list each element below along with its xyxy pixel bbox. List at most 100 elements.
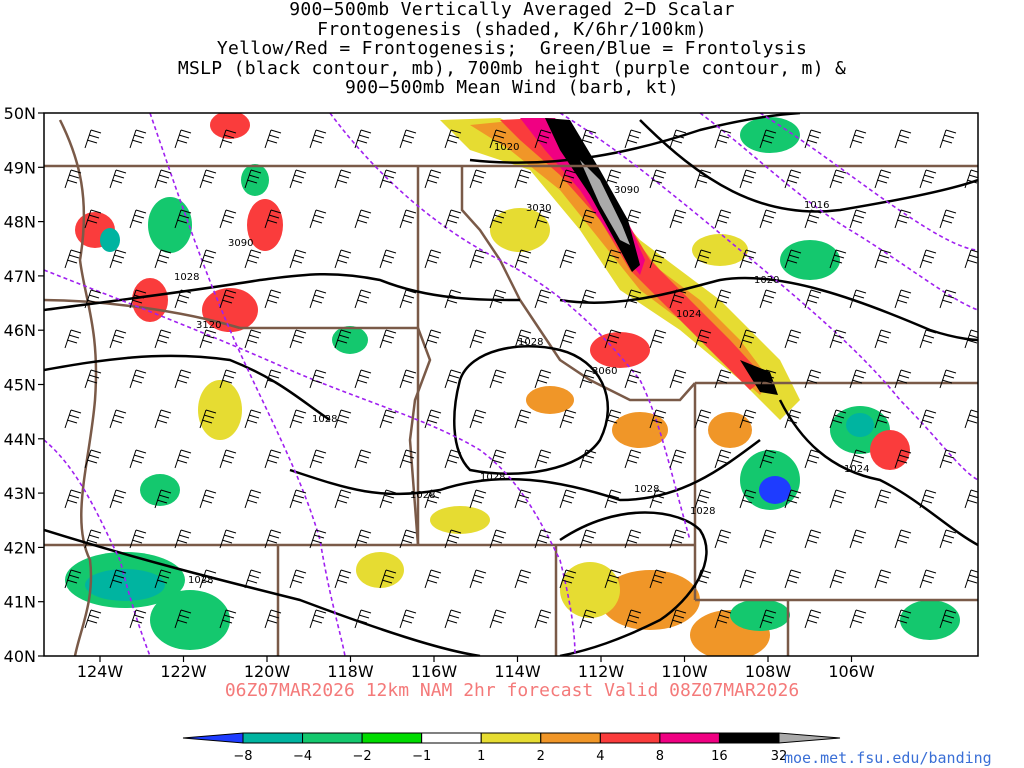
colorbar-segment: [659, 732, 720, 744]
wind-barb: [289, 249, 307, 269]
lon-label: 118W: [327, 662, 374, 681]
wind-barb: [649, 569, 667, 589]
wind-barb: [534, 289, 552, 309]
wind-barb: [469, 489, 487, 509]
lat-label: 43N: [4, 484, 36, 503]
wind-barb: [199, 329, 217, 349]
wind-barb: [354, 209, 372, 229]
wind-barb: [399, 529, 417, 549]
wind-barb: [219, 209, 237, 229]
lat-label: 49N: [4, 158, 36, 177]
wind-barb: [579, 529, 597, 549]
colorbar-label: −4: [293, 749, 312, 764]
wind-barb: [84, 369, 102, 389]
wind-barb: [804, 529, 822, 549]
lon-label: 108W: [745, 662, 792, 681]
wind-barb: [649, 409, 667, 429]
wind-barb: [939, 209, 957, 229]
wind-barb: [154, 569, 172, 589]
mslp-label: 1028: [634, 484, 659, 495]
wind-barb: [264, 129, 282, 149]
wind-barb: [624, 529, 642, 549]
wind-barb: [649, 489, 667, 509]
wind-barb: [804, 369, 822, 389]
wind-barb: [919, 249, 937, 269]
colorbar-segment: [480, 732, 542, 744]
wind-barb: [985, 210, 1001, 228]
wind-barb: [129, 609, 147, 629]
wind-barb: [199, 169, 217, 189]
wind-barb: [939, 449, 957, 469]
colorbar-label: 16: [711, 749, 728, 764]
wind-barb: [874, 409, 892, 429]
wind-barb: [424, 249, 442, 269]
wind-barb: [379, 169, 397, 189]
wind-barb: [354, 369, 372, 389]
wind-barb: [759, 129, 777, 149]
wind-barb: [379, 329, 397, 349]
wind-barb: [399, 369, 417, 389]
wind-barb: [424, 169, 442, 189]
wind-barb: [129, 529, 147, 549]
wind-barb: [894, 289, 912, 309]
wind-barb: [309, 129, 327, 149]
colorbar-label: −8: [233, 749, 252, 764]
lon-label: 114W: [494, 662, 541, 681]
wind-barb: [309, 449, 327, 469]
wind-barb: [849, 609, 867, 629]
wind-barb: [604, 569, 622, 589]
source-credit[interactable]: moe.met.fsu.edu/banding: [784, 749, 992, 767]
wind-barb: [264, 209, 282, 229]
wind-barb: [849, 369, 867, 389]
wind-barb: [604, 249, 622, 269]
wind-barb: [489, 289, 507, 309]
height-label: 3060: [592, 366, 617, 377]
wind-barb: [559, 249, 577, 269]
wind-barb: [939, 129, 957, 149]
wind-barb: [109, 569, 127, 589]
wind-barb: [489, 209, 507, 229]
wind-barb: [264, 449, 282, 469]
wind-barb: [559, 489, 577, 509]
wind-barb: [649, 329, 667, 349]
wind-barb: [714, 289, 732, 309]
wind-barb: [829, 249, 847, 269]
wind-barb: [714, 449, 732, 469]
title-line-4: MSLP (black contour, mb), 700mb height (…: [177, 57, 847, 79]
wind-barb: [714, 609, 732, 629]
wind-barb: [559, 409, 577, 429]
latitude-axis: 50N 49N 48N 47N 46N 45N 44N 43N 42N 41N 40N: [4, 104, 44, 666]
wind-barb: [129, 129, 147, 149]
wind-barb: [894, 129, 912, 149]
wind-barb: [669, 369, 687, 389]
wind-barb: [919, 489, 937, 509]
wind-barb: [289, 569, 307, 589]
wind-barb: [649, 169, 667, 189]
colorbar: −8 −4 −2 −1 1 2 4 8 16 32: [182, 732, 841, 764]
lat-label: 50N: [4, 104, 36, 123]
wind-barb: [469, 409, 487, 429]
wind-barb: [244, 409, 262, 429]
wind-barb: [309, 529, 327, 549]
wind-barb: [669, 129, 687, 149]
wind-barb: [424, 409, 442, 429]
wind-barb: [244, 249, 262, 269]
wind-barb: [624, 449, 642, 469]
lat-label: 47N: [4, 267, 36, 286]
colorbar-segment: [182, 732, 244, 744]
lat-label: 48N: [4, 213, 36, 232]
wind-barb: [109, 249, 127, 269]
wind-barb: [804, 129, 822, 149]
wind-barb: [84, 129, 102, 149]
wind-barb: [939, 369, 957, 389]
lon-label: 116W: [411, 662, 458, 681]
wind-barb: [334, 249, 352, 269]
frontogenesis-shading: [65, 113, 960, 656]
wind-barb: [784, 329, 802, 349]
wind-barb: [219, 369, 237, 389]
title-line-3: Yellow/Red = Frontogenesis; Green/Blue =…: [216, 38, 808, 60]
colorbar-segment: [778, 732, 841, 744]
wind-barb: [514, 249, 532, 269]
wind-barb: [444, 529, 462, 549]
wind-barb: [489, 609, 507, 629]
